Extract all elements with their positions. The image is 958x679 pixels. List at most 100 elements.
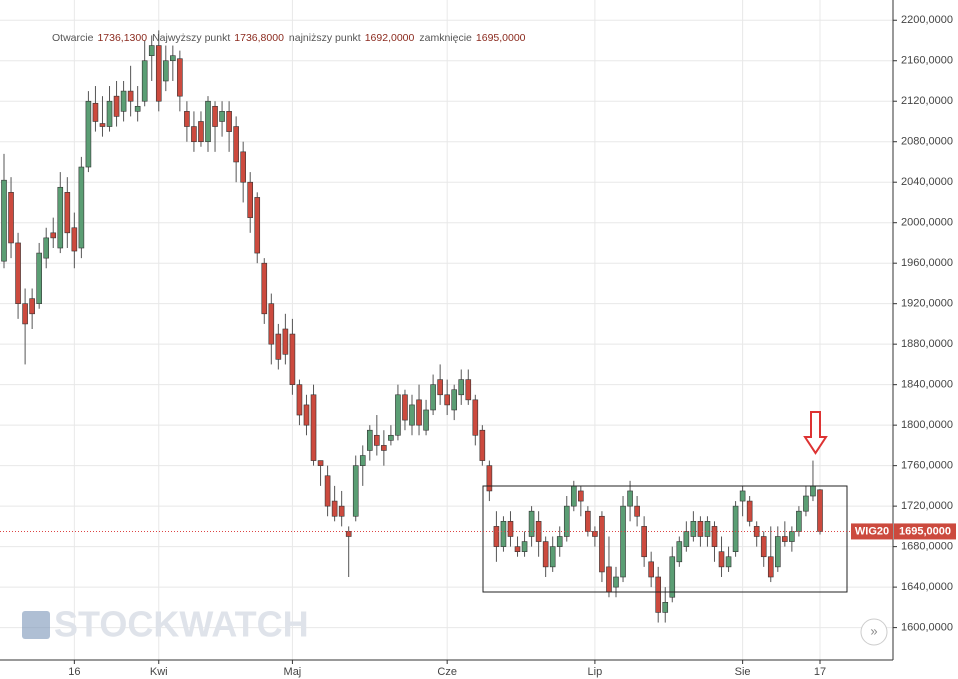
candle-body [767, 556, 774, 578]
candle-body [570, 485, 577, 507]
candle-body [458, 379, 465, 396]
candle-body [141, 60, 148, 102]
candle-body [381, 445, 387, 451]
candle-body [725, 556, 732, 568]
candle-body [36, 252, 42, 304]
candle-body [676, 541, 683, 563]
x-tick-label: Maj [284, 666, 302, 678]
candle-body [57, 186, 64, 249]
candle-body [718, 551, 725, 568]
candle-body [500, 521, 507, 547]
series-tag [851, 523, 893, 540]
candle-body [374, 434, 380, 446]
candle-body [275, 333, 282, 360]
candle-body [247, 181, 254, 218]
candle-body [430, 384, 436, 411]
y-tick-label: 2000,0000 [901, 217, 953, 229]
y-tick-label: 1680,0000 [901, 541, 953, 553]
scroll-button[interactable] [860, 618, 888, 646]
y-tick-label: 2120,0000 [901, 95, 953, 107]
candle-body [113, 95, 120, 117]
candle-body [99, 123, 106, 127]
candle-body [634, 505, 640, 517]
candle-body [303, 404, 310, 426]
candle-body [669, 556, 676, 598]
candle-body [134, 105, 141, 112]
candle-body [15, 242, 21, 304]
candle-body [324, 475, 331, 507]
candle-body [655, 576, 662, 613]
candle-body [254, 197, 261, 254]
candle-body [486, 465, 493, 492]
candle-body [746, 500, 753, 522]
scroll-icon[interactable]: » [870, 623, 877, 638]
candle-body [690, 521, 697, 537]
candle-body [317, 460, 324, 466]
candle-body [162, 60, 169, 82]
candle-body [8, 192, 14, 244]
candle-body [704, 521, 711, 537]
series-name: WIG20 [855, 525, 889, 537]
candle-body [78, 166, 85, 249]
info-value: 1695,0000 [476, 32, 526, 44]
candle-body [106, 100, 113, 127]
x-tick-label: 16 [68, 666, 80, 678]
candle-body [184, 111, 190, 127]
candle-body [219, 111, 225, 122]
y-tick-label: 1760,0000 [901, 460, 953, 472]
candle-body [127, 90, 134, 102]
x-tick-label: Sie [735, 666, 751, 678]
candle-body [782, 536, 788, 542]
candle-body [352, 465, 359, 517]
price-tag [894, 523, 956, 540]
candle-body [451, 389, 458, 411]
info-value: 1736,8000 [234, 32, 284, 44]
candle-body [388, 434, 394, 441]
range-box [482, 485, 848, 593]
candle-body [29, 298, 35, 315]
price-label: 1695,0000 [899, 525, 951, 537]
info-label: najniższy punkt [289, 32, 361, 44]
y-tick-label: 1600,0000 [901, 622, 953, 634]
candle-body [85, 100, 92, 168]
y-tick-label: 2200,0000 [901, 14, 953, 26]
candle-body [789, 531, 795, 542]
candle-body [599, 515, 605, 573]
candle-body [205, 100, 211, 143]
candle-body [606, 566, 612, 593]
y-tick-label: 1960,0000 [901, 257, 953, 269]
candle-body [402, 394, 408, 421]
info-label: zamknięcie [419, 32, 472, 44]
candle-body [563, 505, 570, 537]
candle-body [345, 531, 352, 537]
candle-body [521, 541, 528, 552]
candle-body [155, 45, 162, 102]
candle-body [437, 379, 443, 396]
candle-body [268, 303, 275, 345]
candle-body [535, 521, 542, 542]
candle-body [683, 531, 690, 547]
candle-body [542, 541, 549, 568]
candle-body [739, 490, 746, 502]
candle-body [198, 121, 204, 143]
candle-body [549, 546, 556, 568]
y-tick-label: 2080,0000 [901, 136, 953, 148]
candle-body [493, 526, 500, 547]
candle-body [416, 399, 422, 426]
candle-body [64, 192, 71, 234]
x-tick-label: Lip [588, 666, 603, 678]
candle-body [212, 105, 218, 127]
x-tick-label: 17 [814, 666, 826, 678]
candle-body [648, 561, 654, 578]
candle-body [662, 602, 669, 613]
candle-body [472, 399, 479, 436]
y-tick-label: 1720,0000 [901, 500, 953, 512]
candle-body [50, 232, 57, 239]
candle-body [71, 227, 78, 252]
candle-body [810, 485, 816, 497]
watermark: STOCKWATCH [22, 604, 309, 645]
watermark-icon [22, 611, 50, 639]
candle-body [578, 490, 584, 502]
